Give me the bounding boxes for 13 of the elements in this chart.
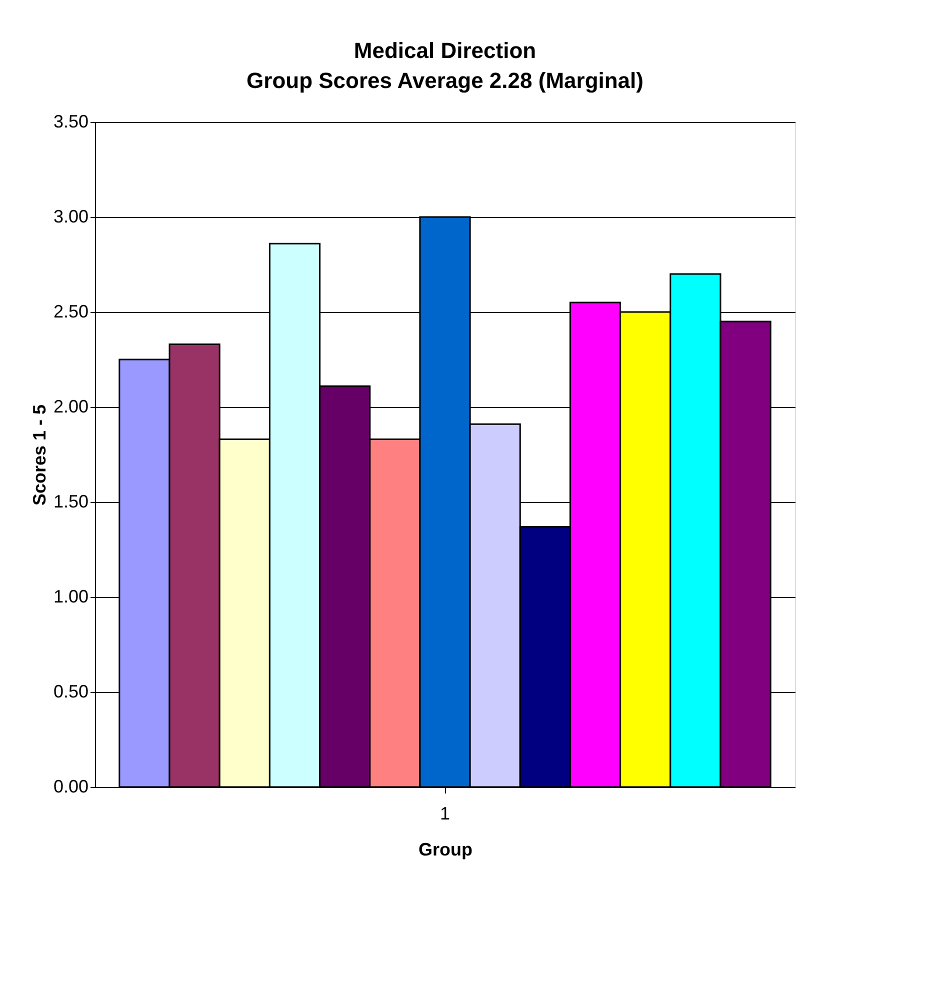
y-tick-label: 0.50 [53, 682, 88, 702]
x-axis-title: Group [418, 840, 472, 860]
chart-subtitle: Group Scores Average 2.28 (Marginal) [246, 68, 644, 93]
chart-title: Medical Direction [354, 38, 536, 63]
y-tick-label: 3.50 [53, 112, 88, 132]
x-tick-label: 1 [440, 804, 450, 824]
y-tick-label: 2.50 [53, 302, 88, 322]
y-tick-label: 3.00 [53, 206, 88, 226]
y-tick-label: 0.00 [53, 776, 88, 796]
y-tick-label: 1.50 [53, 492, 88, 512]
y-tick-label: 2.00 [53, 396, 88, 416]
y-tick-label: 1.00 [53, 586, 88, 606]
y-axis-title: Scores 1 - 5 [29, 404, 50, 506]
